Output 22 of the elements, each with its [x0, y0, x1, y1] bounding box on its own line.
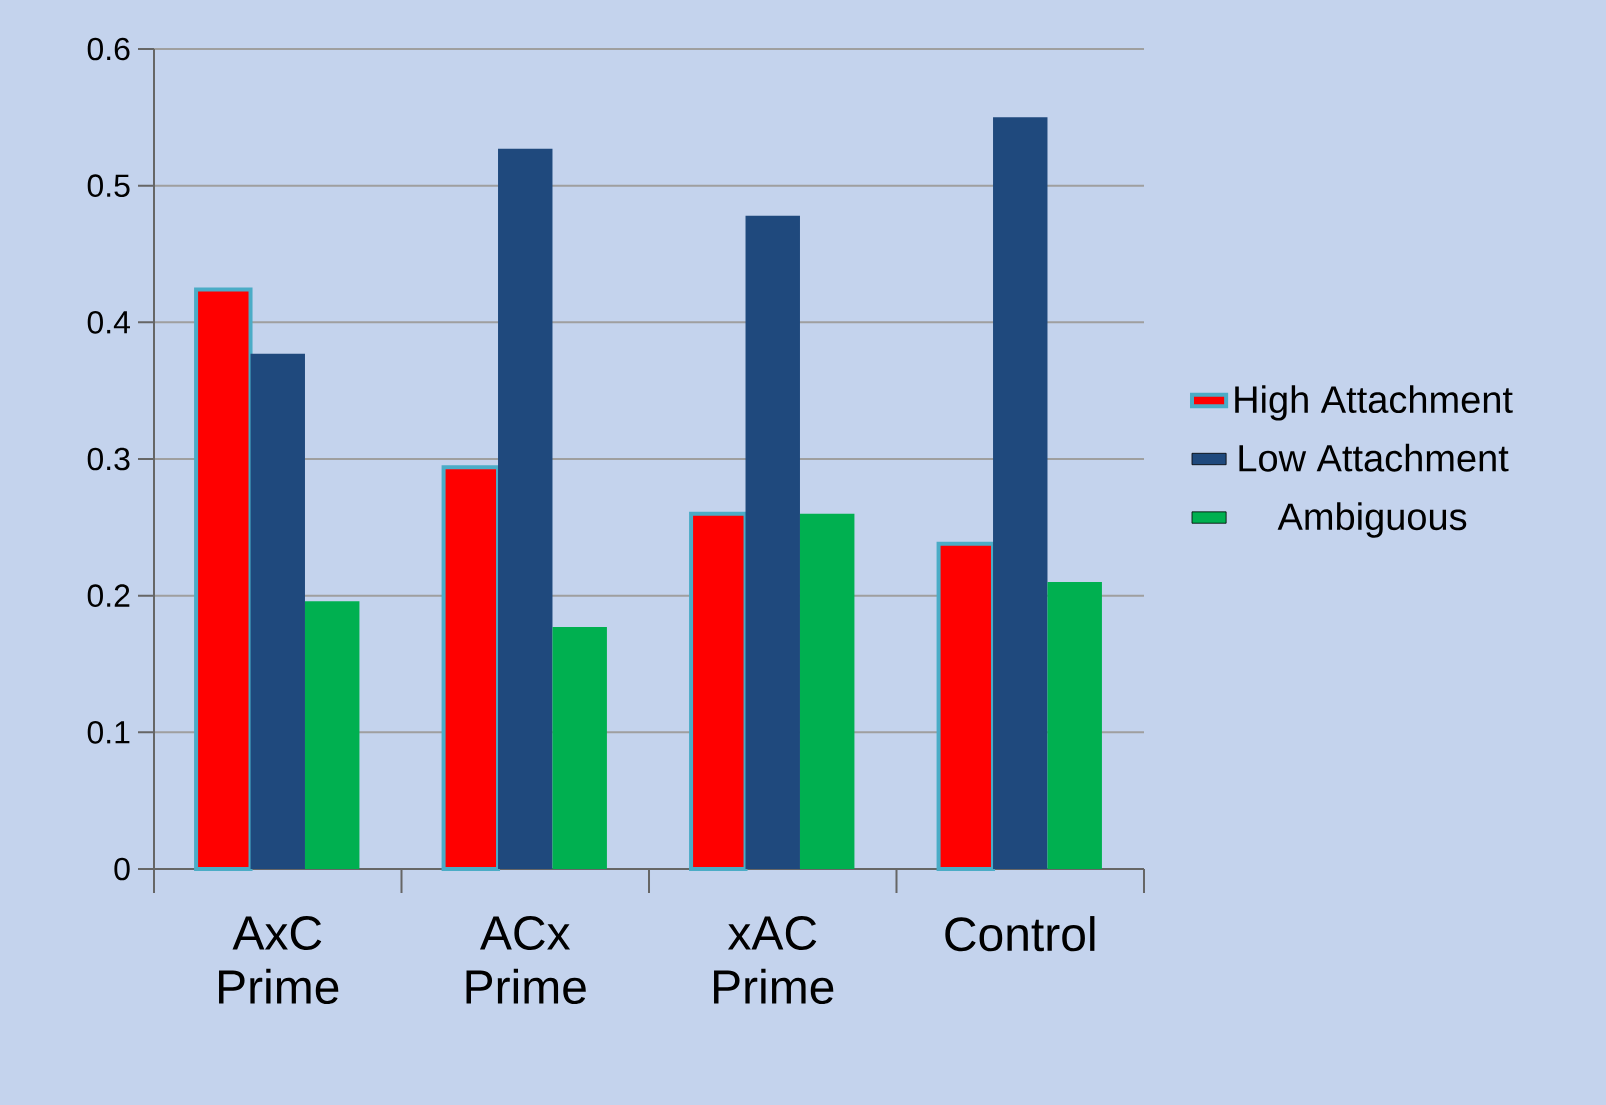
y-tick-label: 0.1 — [87, 721, 130, 744]
bar — [498, 148, 553, 869]
legend-label: Low Attachment — [1239, 443, 1509, 472]
bar — [993, 117, 1048, 869]
bar — [799, 513, 855, 869]
x-tick-label: ACx Prime — [466, 916, 586, 1005]
y-tick-label: 0.5 — [87, 174, 130, 198]
bar — [250, 353, 305, 869]
bar — [552, 627, 607, 869]
x-tick-label: xAC Prime — [714, 916, 834, 1005]
x-tick-label: AxC Prime — [219, 916, 339, 1005]
legend-label: Ambiguous — [1277, 502, 1467, 538]
bar — [304, 601, 360, 869]
y-tick-label: 0 — [114, 857, 130, 881]
y-tick-label: 0.6 — [87, 37, 130, 61]
x-tick-label: Control — [945, 916, 1095, 952]
y-tick-label: 0.4 — [87, 311, 130, 334]
legend-label: High Attachment — [1235, 385, 1513, 421]
y-tick-label: 0.3 — [87, 447, 130, 471]
bar — [745, 215, 800, 869]
bar — [1047, 582, 1102, 869]
y-tick-label: 0.2 — [87, 584, 130, 607]
